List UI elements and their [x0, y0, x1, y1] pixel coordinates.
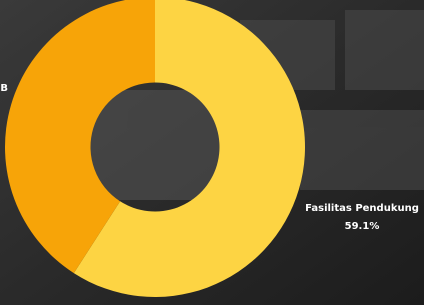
slice-label: B: [0, 83, 8, 94]
slice-label: Fasilitas Pendukung: [305, 203, 419, 214]
slice-value-label: 59.1%: [345, 221, 380, 232]
chart: B Fasilitas Pendukung 59.1%: [0, 0, 424, 305]
page: {"chart_data": {"type": "pie", "categori…: [0, 0, 424, 305]
